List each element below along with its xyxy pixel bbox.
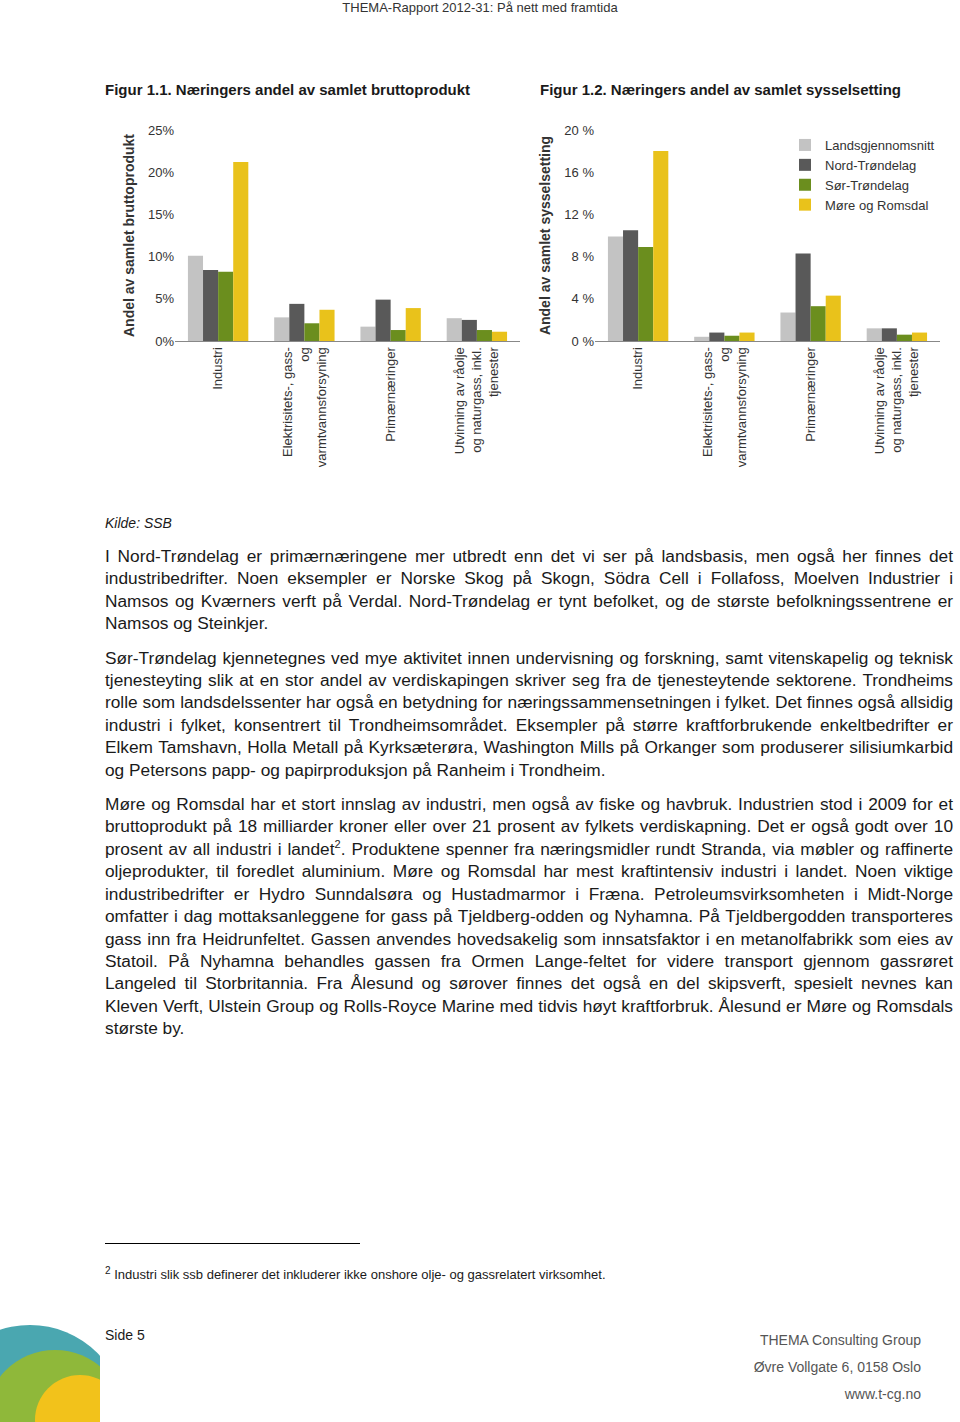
html-text:Øvre Vollgate 6, 0158 Oslo: Øvre Vollgate 6, 0158 Oslo [753, 1359, 921, 1375]
html-text:www.t-cg.no: www.t-cg.no [844, 1386, 921, 1402]
html-text:Sør-Trøndelag kjennetegnes ved: Sør-Trøndelag kjennetegnes ved mye aktiv… [105, 647, 953, 780]
svg-text:25%: 25% [148, 123, 174, 138]
svg-text:Elektrisitets-, gass-ogvarmtva: Elektrisitets-, gass-ogvarmtvannsforsyni… [280, 347, 329, 467]
svg-text:8 %: 8 % [572, 249, 595, 264]
svg-text:Primærnæringer: Primærnæringer [383, 347, 398, 442]
html-text:THEMA-Rapport 2012-31: På nett: THEMA-Rapport 2012-31: På nett med framt… [342, 0, 618, 15]
svg-text:Landsgjennomsnitt: Landsgjennomsnitt [825, 138, 935, 153]
svg-text:Nord-Trøndelag: Nord-Trøndelag [825, 158, 916, 173]
svg-text:Industri: Industri [630, 347, 645, 390]
html-text:Figur 1.2. Næringers andel av: Figur 1.2. Næringers andel av samlet sys… [540, 81, 901, 98]
svg-text:4 %: 4 % [572, 291, 595, 306]
html-text:2Industri slik ssb definerer d: 2Industri slik ssb definerer det inklude… [105, 1265, 606, 1283]
html-text:Figur 1.1. Næringers andel av: Figur 1.1. Næringers andel av samlet bru… [105, 81, 471, 98]
html-text:Møre og Romsdal har et stort i: Møre og Romsdal har et stort innslag av … [105, 794, 953, 1039]
svg-text:20 %: 20 % [564, 123, 594, 138]
svg-text:Primærnæringer: Primærnæringer [803, 347, 818, 442]
svg-text:20%: 20% [148, 165, 174, 180]
svg-text:Sør-Trøndelag: Sør-Trøndelag [825, 178, 909, 193]
svg-text:5%: 5% [155, 291, 174, 306]
svg-text:Andel av samlet bruttoprodukt: Andel av samlet bruttoprodukt [121, 134, 137, 337]
svg-text:15%: 15% [148, 207, 174, 222]
svg-text:16 %: 16 % [564, 165, 594, 180]
svg-text:10%: 10% [148, 249, 174, 264]
html-text:THEMA Consulting Group: THEMA Consulting Group [759, 1332, 921, 1348]
svg-text:Møre og Romsdal: Møre og Romsdal [825, 198, 928, 213]
svg-text:Andel av samlet sysselsetting: Andel av samlet sysselsetting [537, 136, 553, 335]
svg-text:0 %: 0 % [572, 334, 595, 349]
svg-text:Industri: Industri [210, 347, 225, 390]
svg-text:Elektrisitets-, gass-ogvarmtva: Elektrisitets-, gass-ogvarmtvannsforsyni… [700, 347, 749, 467]
html-text:Side 5: Side 5 [105, 1327, 145, 1343]
svg-text:Utvinning av råoljeog naturgas: Utvinning av råoljeog naturgass, inkl.tj… [872, 347, 921, 455]
svg-text:0%: 0% [155, 334, 174, 349]
svg-text:12 %: 12 % [564, 207, 594, 222]
svg-text:Utvinning av råoljeog naturgas: Utvinning av råoljeog naturgass, inkl.tj… [452, 347, 501, 455]
html-text:I Nord-Trøndelag er primærnæri: I Nord-Trøndelag er primærnæringene mer … [105, 546, 953, 634]
html-text:Kilde: SSB: Kilde: SSB [105, 515, 172, 531]
